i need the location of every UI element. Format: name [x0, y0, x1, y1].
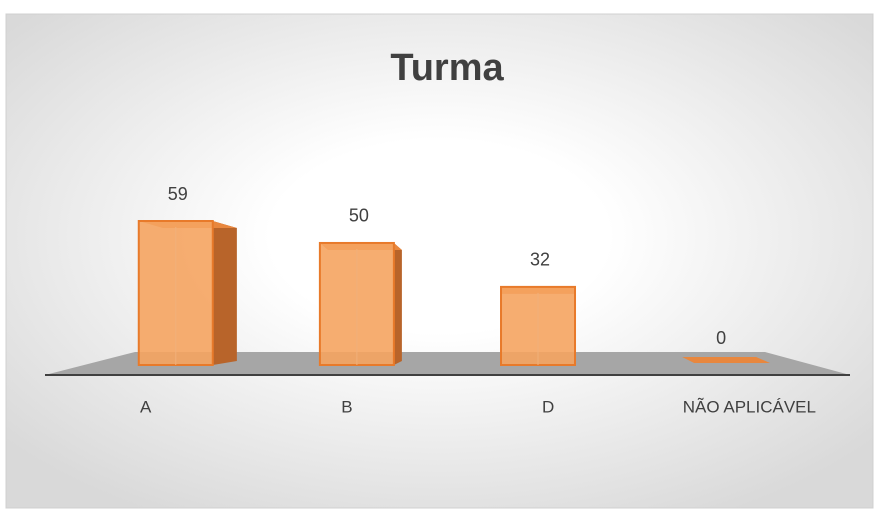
x-tick-label: D — [542, 397, 554, 416]
chart-title: Turma — [390, 47, 504, 89]
data-label: 0 — [716, 328, 726, 348]
bar-side — [393, 242, 402, 365]
x-tick-label: A — [140, 397, 152, 416]
data-label: 50 — [349, 206, 369, 226]
x-tick-label: NÃO APLICÁVEL — [683, 397, 816, 416]
bar-side — [212, 221, 237, 365]
data-label: 59 — [168, 184, 188, 204]
x-tick-label: B — [341, 397, 352, 416]
data-label: 32 — [530, 250, 550, 270]
floor — [45, 352, 850, 375]
bar — [682, 357, 771, 363]
